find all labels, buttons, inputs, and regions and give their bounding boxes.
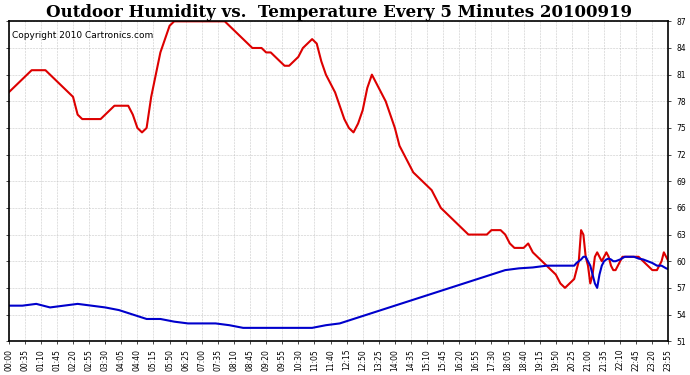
Text: Copyright 2010 Cartronics.com: Copyright 2010 Cartronics.com xyxy=(12,31,153,40)
Title: Outdoor Humidity vs.  Temperature Every 5 Minutes 20100919: Outdoor Humidity vs. Temperature Every 5… xyxy=(46,4,631,21)
